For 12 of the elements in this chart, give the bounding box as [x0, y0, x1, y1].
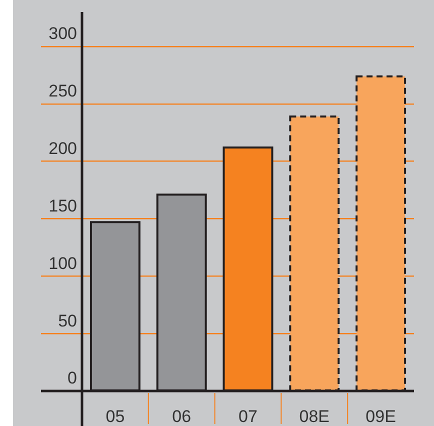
- x-tick-label: 05: [106, 406, 125, 426]
- y-tick-label: 250: [48, 82, 77, 101]
- y-tick-label: 50: [58, 311, 77, 330]
- x-tick-label: 09E: [366, 406, 396, 426]
- x-tick-label: 08E: [299, 406, 330, 426]
- y-tick-label: 0: [68, 368, 77, 388]
- x-tick-label: 07: [238, 406, 258, 426]
- y-tick-label: 200: [48, 138, 77, 158]
- y-tick-label: 100: [48, 254, 77, 273]
- y-tick-label: 300: [48, 24, 77, 44]
- y-tick-label: 150: [48, 196, 77, 216]
- x-tick-label: 06: [172, 406, 192, 426]
